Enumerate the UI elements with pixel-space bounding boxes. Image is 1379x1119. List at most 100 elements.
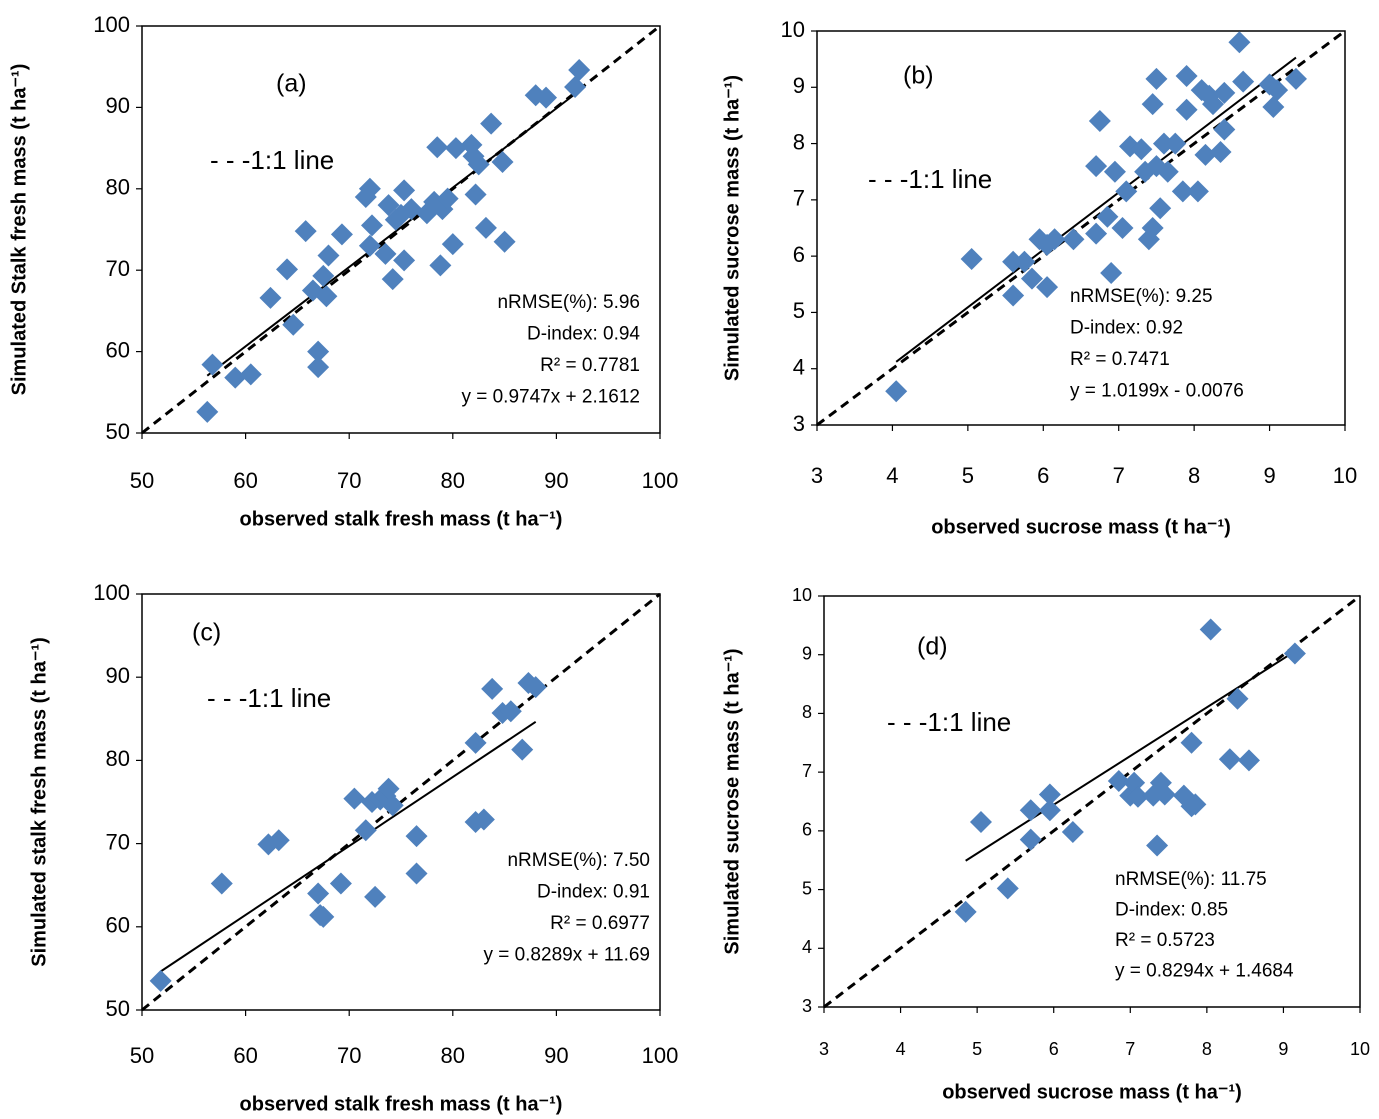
stat-label: R² = 0.6977 [550, 913, 650, 934]
y-tick-label: 100 [93, 580, 130, 605]
data-point [1228, 31, 1251, 54]
data-point [954, 900, 977, 923]
one-to-one-line [823, 594, 1361, 1009]
data-point [1141, 93, 1164, 116]
x-tick-label: 7 [1125, 1039, 1135, 1059]
data-point [1184, 793, 1207, 816]
data-point [239, 363, 262, 386]
data-point [491, 150, 514, 173]
data-point [436, 187, 459, 210]
y-tick-label: 80 [106, 175, 130, 200]
y-tick-label: 80 [106, 746, 130, 771]
y-tick-label: 4 [793, 355, 805, 380]
fit-equation: y = 0.9747x + 2.1612 [461, 387, 640, 408]
y-axis-title: Simulated sucrose mass (t ha⁻¹) [721, 75, 743, 381]
data-point [1186, 180, 1209, 203]
data-point [381, 268, 404, 291]
data-point [969, 811, 992, 834]
y-tick-label: 5 [793, 298, 805, 323]
one-to-one-label: - - -1:1 line [207, 683, 331, 713]
y-tick-label: 50 [106, 996, 130, 1021]
x-tick-label: 8 [1202, 1039, 1212, 1059]
x-tick-label: 7 [1113, 463, 1125, 488]
panel-label: (d) [917, 633, 948, 661]
fit-line [206, 90, 580, 377]
x-tick-label: 80 [441, 468, 465, 493]
y-tick-label: 100 [93, 12, 130, 37]
x-tick-label: 60 [233, 1043, 257, 1068]
y-axis-title: Simulated Stalk fresh mass (t ha⁻¹) [8, 64, 30, 396]
data-point [1036, 276, 1059, 299]
fit-equation: y = 0.8294x + 1.4684 [1115, 961, 1294, 982]
y-axis-title: Simulated sucrose mass (t ha⁻¹) [721, 648, 743, 954]
data-point [1213, 118, 1236, 141]
stat-label: R² = 0.5723 [1115, 930, 1215, 951]
x-tick-label: 90 [544, 1043, 568, 1068]
data-point [259, 286, 282, 309]
data-point [499, 700, 522, 723]
y-tick-label: 70 [106, 829, 130, 854]
y-tick-label: 8 [793, 129, 805, 154]
data-point [267, 829, 290, 852]
stat-label: nRMSE(%): 11.75 [1115, 869, 1267, 890]
panel-label: (a) [276, 70, 307, 98]
data-point [224, 366, 247, 389]
data-point [535, 86, 558, 109]
data-point [149, 969, 172, 992]
data-point [312, 905, 335, 928]
one-to-one-label: - - -1:1 line [887, 707, 1011, 737]
x-tick-label: 50 [130, 468, 154, 493]
data-point [343, 787, 366, 810]
data-point [472, 808, 495, 831]
x-tick-label: 10 [1350, 1039, 1370, 1059]
x-axis-title: observed sucrose mass (t ha⁻¹) [942, 1081, 1242, 1103]
data-point [358, 234, 381, 257]
x-axis-title: observed stalk fresh mass (t ha⁻¹) [240, 508, 563, 530]
fit-equation: y = 0.8289x + 11.69 [483, 945, 650, 966]
data-point [360, 214, 383, 237]
y-tick-label: 6 [793, 242, 805, 267]
data-point [1284, 67, 1307, 90]
y-tick-label: 3 [802, 996, 812, 1016]
data-point [524, 676, 547, 699]
data-point [1209, 141, 1232, 164]
one-to-one-label: - - -1:1 line [868, 164, 992, 194]
data-point [1088, 110, 1111, 133]
data-point [1164, 132, 1187, 155]
plot-area [823, 595, 1361, 1008]
one-to-one-line [141, 592, 661, 1012]
x-tick-label: 100 [642, 468, 679, 493]
data-point [393, 179, 416, 202]
data-point [1020, 267, 1043, 290]
data-point [210, 872, 233, 895]
data-point [474, 216, 497, 239]
one-to-one-label: - - -1:1 line [210, 145, 334, 175]
data-point [996, 877, 1019, 900]
panel-label: (b) [903, 62, 934, 90]
data-point [1061, 821, 1084, 844]
data-point [1213, 81, 1236, 104]
data-point [1146, 834, 1169, 857]
y-tick-label: 8 [802, 702, 812, 722]
stat-label: D-index: 0.92 [1070, 318, 1183, 339]
data-point [1226, 687, 1249, 710]
data-point [1085, 155, 1108, 178]
data-point [276, 258, 299, 281]
data-point [1100, 262, 1123, 285]
data-point [1002, 284, 1025, 307]
x-tick-label: 9 [1278, 1039, 1288, 1059]
data-point [377, 777, 400, 800]
data-point [426, 136, 449, 159]
data-point [1175, 98, 1198, 121]
data-point [1043, 228, 1066, 251]
data-point [307, 882, 330, 905]
data-point [960, 247, 983, 270]
data-point [1171, 180, 1194, 203]
data-point [429, 254, 452, 277]
data-point [364, 885, 387, 908]
stat-label: D-index: 0.91 [537, 882, 650, 903]
x-tick-label: 70 [337, 468, 361, 493]
data-point [1194, 143, 1217, 166]
data-point [393, 249, 416, 272]
data-point [405, 862, 428, 885]
